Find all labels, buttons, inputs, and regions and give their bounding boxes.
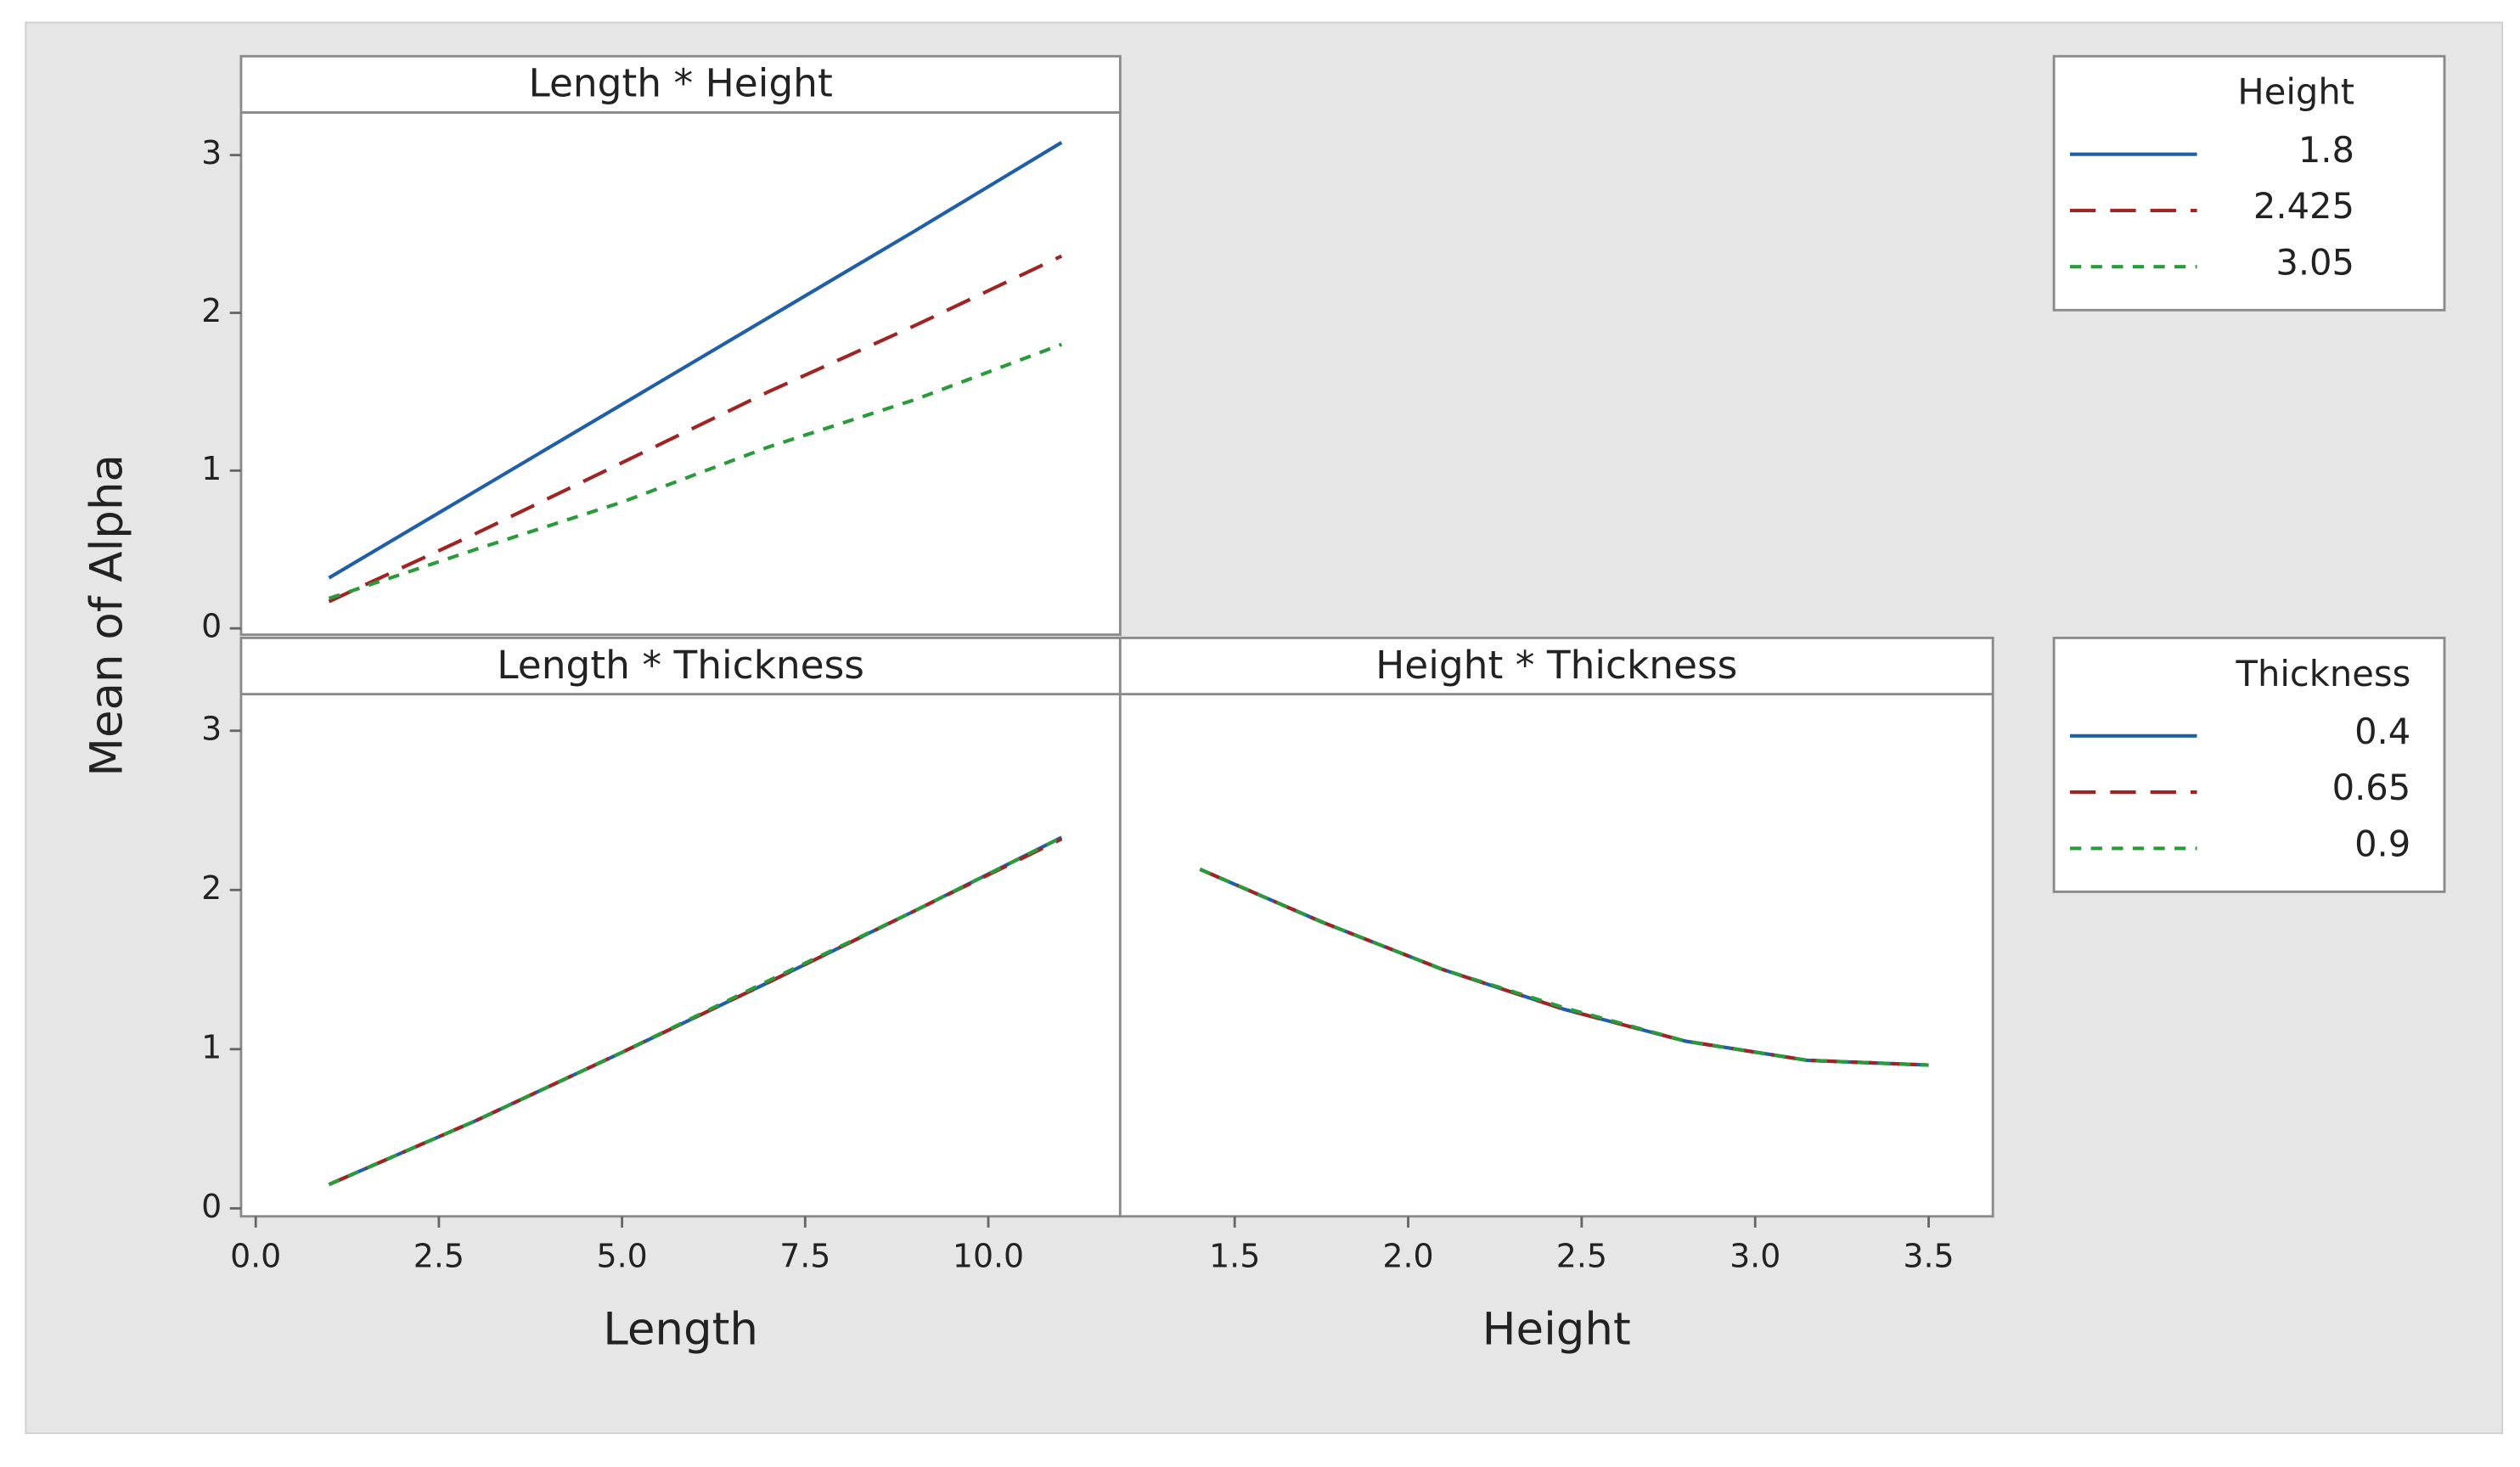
x-tick-label: 2.5: [1556, 1237, 1607, 1274]
x-tick-label: 1.5: [1209, 1237, 1260, 1274]
x-tick-label: 3.0: [1730, 1237, 1780, 1274]
legend-label: 0.4: [2354, 711, 2410, 752]
panel: [239, 693, 1122, 1218]
y-tick-label: 1: [201, 1028, 222, 1065]
x-tick-label: 3.5: [1903, 1237, 1954, 1274]
x-tick-label: 5.0: [597, 1237, 648, 1274]
y-tick-label: 2: [201, 292, 222, 329]
panel-title: Length * Height: [528, 61, 832, 106]
legend-title: Height: [2237, 71, 2354, 113]
legend-label: 1.8: [2298, 129, 2354, 171]
x-tick-label: 2.5: [413, 1237, 464, 1274]
title-strip: [239, 54, 1122, 114]
x-axis-label: Length: [603, 1304, 758, 1356]
series-line: [328, 835, 1063, 1187]
y-tick-label: 0: [201, 1188, 222, 1225]
series-line: [328, 342, 1063, 600]
y-tick-label: 3: [201, 134, 222, 171]
y-tick-label: 2: [201, 869, 222, 907]
x-tick-label: 7.5: [779, 1237, 830, 1274]
x-tick-label: 0.0: [230, 1237, 281, 1274]
legend-label: 2.425: [2253, 185, 2354, 227]
x-axis-label: Height: [1482, 1304, 1631, 1356]
y-tick-label: 0: [201, 608, 222, 645]
x-tick-label: 2.0: [1382, 1237, 1433, 1274]
y-tick-label: 1: [201, 450, 222, 487]
legend-title: Thickness: [2236, 653, 2411, 694]
panel: [1118, 693, 1994, 1218]
title-strip: [1118, 636, 1994, 696]
y-axis-label: Mean of Alpha: [81, 454, 132, 777]
panel: [239, 111, 1122, 637]
y-tick-label: 3: [201, 710, 222, 747]
series-line: [1199, 868, 1929, 1067]
panel-title: Length * Thickness: [497, 643, 864, 688]
panel-title: Height * Thickness: [1375, 643, 1737, 688]
series-line: [328, 141, 1063, 580]
series-line: [328, 254, 1063, 604]
legend-label: 3.05: [2275, 241, 2354, 283]
legend-label: 0.9: [2354, 823, 2410, 864]
legend-label: 0.65: [2332, 767, 2411, 808]
x-tick-label: 10.0: [953, 1237, 1024, 1274]
